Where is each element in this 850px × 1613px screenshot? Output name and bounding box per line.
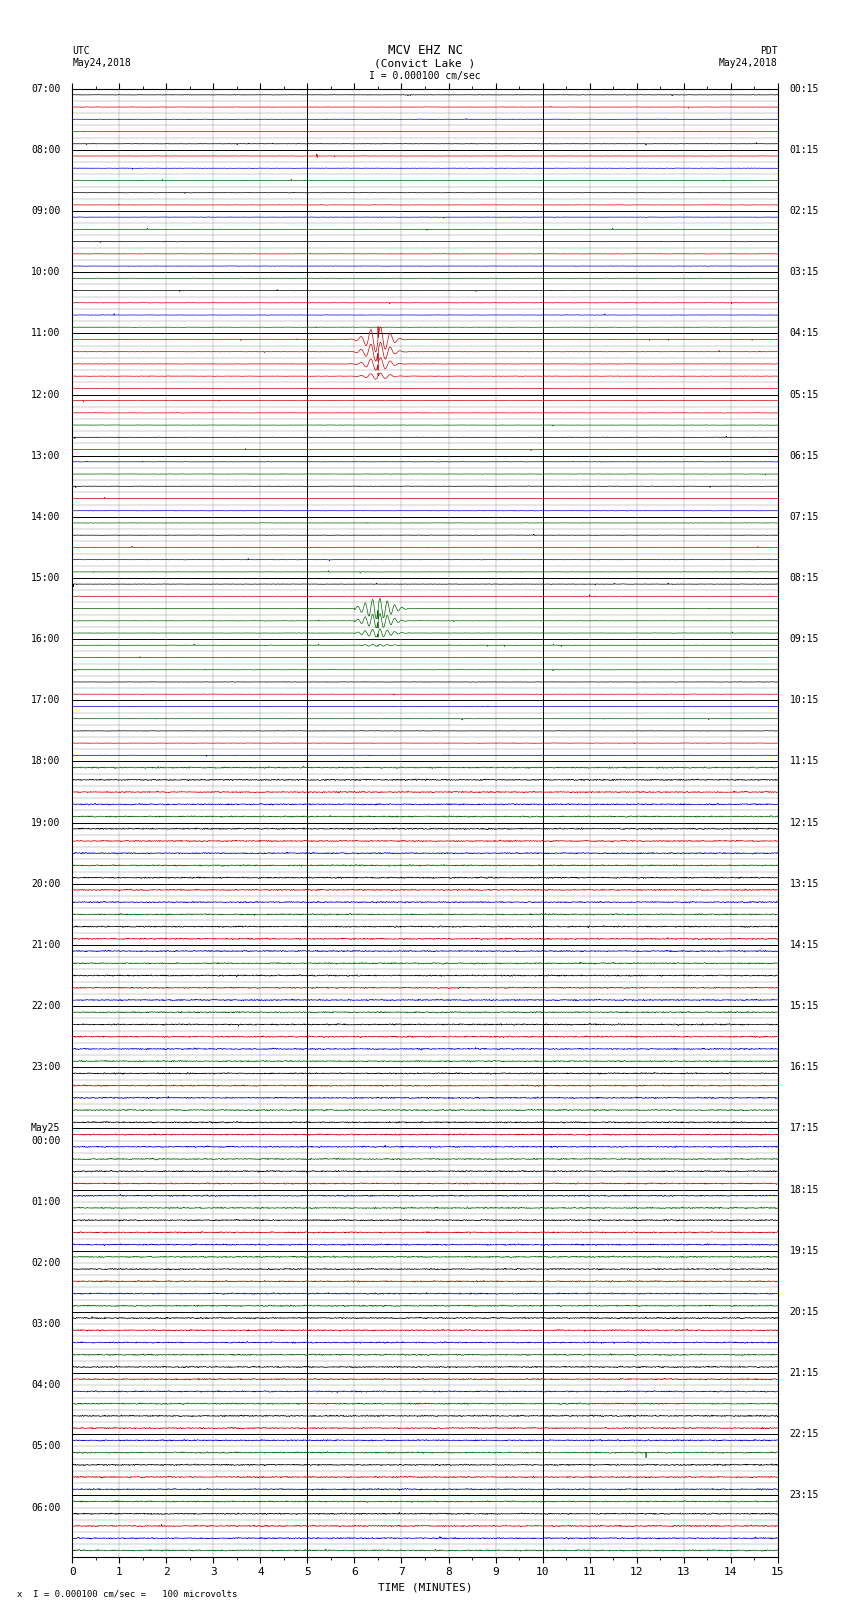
Text: 20:15: 20:15 — [790, 1307, 819, 1316]
Text: 10:15: 10:15 — [790, 695, 819, 705]
Text: 08:00: 08:00 — [31, 145, 60, 155]
Text: 04:00: 04:00 — [31, 1381, 60, 1390]
Text: May24,2018: May24,2018 — [719, 58, 778, 68]
Text: 13:15: 13:15 — [790, 879, 819, 889]
Text: 18:00: 18:00 — [31, 756, 60, 766]
Text: 11:15: 11:15 — [790, 756, 819, 766]
Text: 12:00: 12:00 — [31, 389, 60, 400]
Text: May24,2018: May24,2018 — [72, 58, 131, 68]
Text: 14:15: 14:15 — [790, 940, 819, 950]
Text: 08:15: 08:15 — [790, 573, 819, 582]
Text: 18:15: 18:15 — [790, 1184, 819, 1195]
Text: 21:00: 21:00 — [31, 940, 60, 950]
Text: x  I = 0.000100 cm/sec =   100 microvolts: x I = 0.000100 cm/sec = 100 microvolts — [17, 1589, 237, 1598]
Text: 03:15: 03:15 — [790, 268, 819, 277]
Text: 00:00: 00:00 — [31, 1136, 60, 1145]
Text: 19:00: 19:00 — [31, 818, 60, 827]
Text: 11:00: 11:00 — [31, 329, 60, 339]
X-axis label: TIME (MINUTES): TIME (MINUTES) — [377, 1582, 473, 1592]
Text: 16:15: 16:15 — [790, 1063, 819, 1073]
Text: MCV EHZ NC: MCV EHZ NC — [388, 44, 462, 58]
Text: 14:00: 14:00 — [31, 511, 60, 523]
Text: 00:15: 00:15 — [790, 84, 819, 94]
Text: 07:00: 07:00 — [31, 84, 60, 94]
Text: 15:15: 15:15 — [790, 1002, 819, 1011]
Text: 01:00: 01:00 — [31, 1197, 60, 1207]
Text: 03:00: 03:00 — [31, 1319, 60, 1329]
Text: 09:00: 09:00 — [31, 206, 60, 216]
Text: 22:15: 22:15 — [790, 1429, 819, 1439]
Text: 05:00: 05:00 — [31, 1442, 60, 1452]
Text: 04:15: 04:15 — [790, 329, 819, 339]
Text: 20:00: 20:00 — [31, 879, 60, 889]
Text: 02:00: 02:00 — [31, 1258, 60, 1268]
Text: 06:15: 06:15 — [790, 450, 819, 461]
Text: I = 0.000100 cm/sec: I = 0.000100 cm/sec — [369, 71, 481, 81]
Text: (Convict Lake ): (Convict Lake ) — [374, 58, 476, 69]
Text: 21:15: 21:15 — [790, 1368, 819, 1378]
Text: 22:00: 22:00 — [31, 1002, 60, 1011]
Text: PDT: PDT — [760, 45, 778, 56]
Text: 09:15: 09:15 — [790, 634, 819, 644]
Text: 01:15: 01:15 — [790, 145, 819, 155]
Text: 07:15: 07:15 — [790, 511, 819, 523]
Text: May25: May25 — [31, 1123, 60, 1134]
Text: 12:15: 12:15 — [790, 818, 819, 827]
Text: 15:00: 15:00 — [31, 573, 60, 582]
Text: 13:00: 13:00 — [31, 450, 60, 461]
Text: 17:00: 17:00 — [31, 695, 60, 705]
Text: 02:15: 02:15 — [790, 206, 819, 216]
Text: 23:15: 23:15 — [790, 1490, 819, 1500]
Text: 23:00: 23:00 — [31, 1063, 60, 1073]
Text: 17:15: 17:15 — [790, 1123, 819, 1134]
Text: 10:00: 10:00 — [31, 268, 60, 277]
Text: 16:00: 16:00 — [31, 634, 60, 644]
Text: UTC: UTC — [72, 45, 90, 56]
Text: 06:00: 06:00 — [31, 1503, 60, 1513]
Text: 19:15: 19:15 — [790, 1245, 819, 1257]
Text: 05:15: 05:15 — [790, 389, 819, 400]
